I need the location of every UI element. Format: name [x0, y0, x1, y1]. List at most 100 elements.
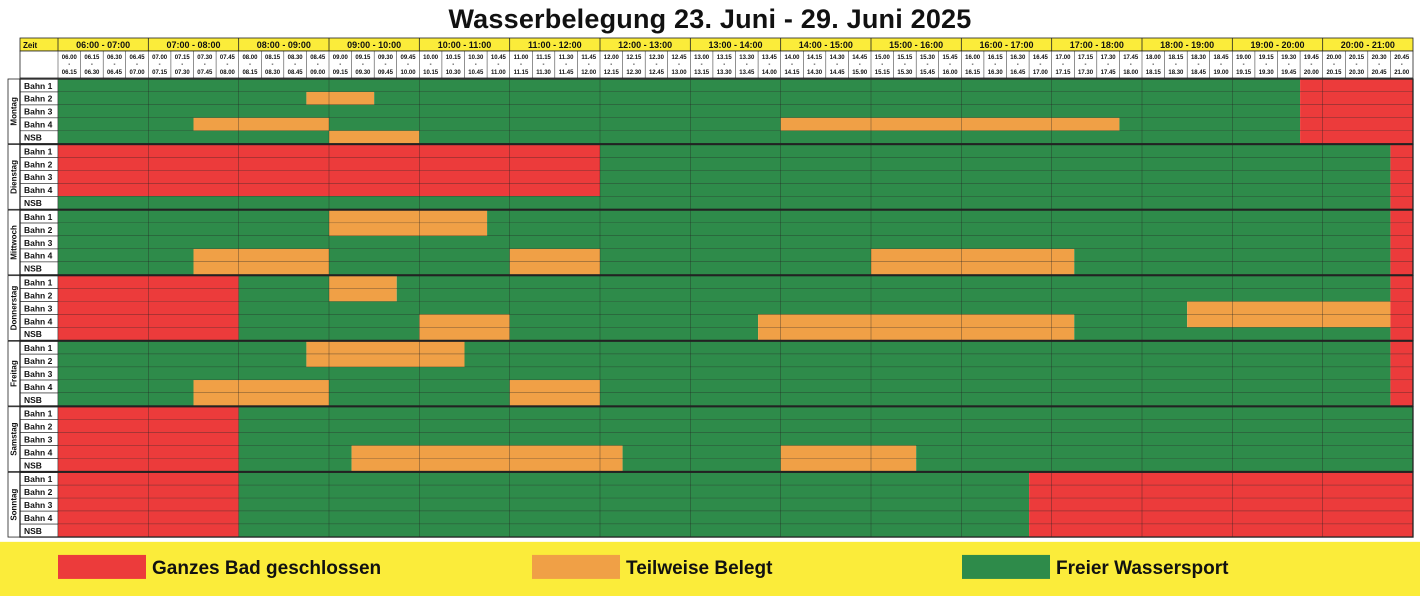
booking-segment-free	[600, 380, 1391, 393]
lane-label: NSB	[24, 395, 42, 405]
booking-segment-free	[238, 498, 1030, 512]
booking-segment-closed	[1390, 196, 1413, 210]
slot-dash: -	[272, 62, 274, 68]
slot-dash: -	[1288, 62, 1290, 68]
slot-dash: -	[746, 62, 748, 68]
hour-header-label: 17:00 - 18:00	[1070, 40, 1124, 50]
slot-dash: -	[1152, 62, 1154, 68]
slot-end-label: 12.15	[604, 70, 620, 76]
lane-label: Bahn 3	[24, 172, 53, 182]
booking-segment-free	[238, 419, 1414, 433]
slot-start-label: 06.15	[84, 55, 100, 61]
slot-end-label: 14.15	[784, 70, 800, 76]
lane-label: NSB	[24, 329, 42, 339]
lane-label: Bahn 4	[24, 120, 53, 130]
slot-header-band	[19, 50, 1414, 79]
slot-start-label: 15.30	[920, 55, 936, 61]
booking-segment-partial	[871, 248, 1075, 262]
slot-start-label: 07.00	[152, 55, 168, 61]
slot-start-label: 19.00	[1236, 55, 1252, 61]
booking-segment-free	[238, 275, 329, 289]
booking-segment-partial	[351, 458, 623, 472]
booking-segment-free	[58, 196, 1391, 210]
slot-dash: -	[294, 62, 296, 68]
slot-end-label: 07.45	[197, 70, 213, 76]
slot-end-label: 17.45	[1101, 70, 1117, 76]
booking-segment-free	[58, 223, 329, 236]
lane-label: Bahn 1	[24, 212, 53, 222]
slot-start-label: 13.45	[762, 55, 778, 61]
slot-start-label: 08.00	[242, 55, 258, 61]
slot-end-label: 20.15	[1326, 70, 1342, 76]
booking-segment-partial	[509, 393, 600, 406]
booking-segment-partial	[758, 314, 1075, 328]
hour-header-label: 08:00 - 09:00	[257, 40, 311, 50]
booking-segment-free	[396, 275, 1391, 289]
slot-start-label: 08.15	[265, 55, 281, 61]
booking-segment-free	[238, 524, 1030, 538]
slot-start-label: 17.00	[1055, 55, 1071, 61]
slot-dash: -	[1220, 62, 1222, 68]
slot-start-label: 06.30	[107, 55, 123, 61]
lane-label: Bahn 3	[24, 238, 53, 248]
slot-end-label: 09.30	[355, 70, 371, 76]
slot-dash: -	[1243, 62, 1245, 68]
booking-segment-partial	[329, 130, 420, 144]
slot-end-label: 20.45	[1372, 70, 1388, 76]
booking-segment-partial	[509, 380, 600, 393]
slot-dash: -	[430, 62, 432, 68]
slot-end-label: 19.00	[1214, 70, 1230, 76]
lane-label: Bahn 1	[24, 81, 53, 91]
day-block-border	[19, 340, 1414, 407]
slot-dash: -	[723, 62, 725, 68]
booking-segment-free	[622, 445, 781, 459]
slot-end-label: 16.00	[943, 70, 959, 76]
slot-dash: -	[91, 62, 93, 68]
slot-start-label: 15.15	[897, 55, 913, 61]
booking-segment-closed	[1300, 117, 1413, 131]
page-title: Wasserbelegung 23. Juni - 29. Juni 2025	[448, 4, 972, 34]
slot-dash: -	[317, 62, 319, 68]
booking-segment-free	[600, 157, 1391, 171]
slot-start-label: 10.15	[446, 55, 462, 61]
slot-dash: -	[701, 62, 703, 68]
day-label: Freitag	[10, 360, 19, 387]
slot-end-label: 10.00	[401, 70, 417, 76]
slot-dash: -	[159, 62, 161, 68]
slot-start-label: 10.30	[468, 55, 484, 61]
slot-end-label: 13.30	[717, 70, 733, 76]
slot-end-label: 10.15	[423, 70, 439, 76]
booking-segment-free	[1119, 117, 1301, 131]
slot-dash: -	[926, 62, 928, 68]
booking-segment-closed	[1390, 223, 1413, 236]
slot-start-label: 16.00	[965, 55, 981, 61]
booking-segment-free	[600, 261, 871, 275]
slot-dash: -	[814, 62, 816, 68]
booking-segment-partial	[306, 354, 465, 368]
booking-segment-partial	[351, 445, 623, 459]
day-label: Donnerstag	[10, 286, 19, 331]
slot-dash: -	[881, 62, 883, 68]
booking-segment-free	[58, 79, 1301, 92]
slot-start-label: 16.30	[1010, 55, 1026, 61]
hour-header-label: 18:00 - 19:00	[1160, 40, 1214, 50]
slot-dash: -	[904, 62, 906, 68]
slot-start-label: 12.00	[604, 55, 620, 61]
slot-end-label: 08.15	[242, 70, 258, 76]
booking-segment-free	[916, 445, 1413, 459]
booking-segment-closed	[1390, 183, 1413, 197]
slot-dash: -	[588, 62, 590, 68]
slot-dash: -	[1401, 62, 1403, 68]
day-label: Samstag	[10, 422, 19, 455]
booking-segment-free	[238, 432, 1414, 446]
lane-label: Bahn 3	[24, 369, 53, 379]
booking-segment-free	[58, 354, 307, 368]
slot-start-label: 09.15	[355, 55, 371, 61]
lane-label: Bahn 2	[24, 487, 53, 497]
slot-dash: -	[543, 62, 545, 68]
slot-start-label: 20.45	[1394, 55, 1410, 61]
booking-segment-free	[464, 341, 1391, 355]
slot-end-label: 16.45	[1010, 70, 1026, 76]
slot-dash: -	[678, 62, 680, 68]
lane-label: Bahn 4	[24, 447, 53, 457]
